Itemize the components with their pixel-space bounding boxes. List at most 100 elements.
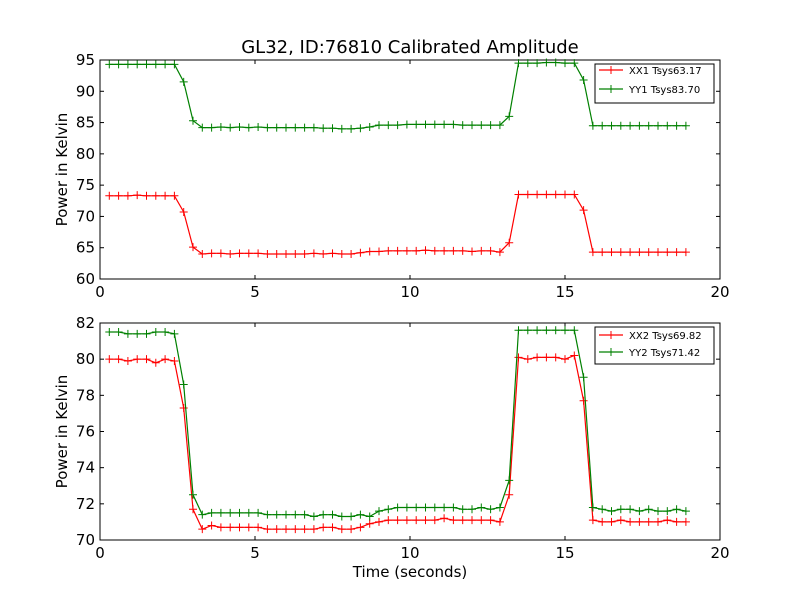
data-point <box>347 124 356 133</box>
data-point <box>681 248 690 257</box>
y-tick-label: 72 <box>76 495 95 513</box>
data-point <box>477 121 486 130</box>
data-point <box>226 249 235 258</box>
data-point <box>551 326 560 335</box>
data-point <box>402 246 411 255</box>
data-point <box>440 246 449 255</box>
data-point <box>654 248 662 257</box>
data-point <box>189 490 197 499</box>
data-point <box>235 523 244 532</box>
data-point <box>477 503 486 512</box>
data-point <box>319 249 328 258</box>
data-point <box>161 328 170 337</box>
data-point <box>588 503 597 512</box>
data-point <box>356 248 365 257</box>
data-point <box>607 507 616 516</box>
data-point <box>105 60 114 69</box>
data-point <box>375 247 383 256</box>
data-point <box>598 517 607 526</box>
data-point <box>402 120 411 129</box>
data-point <box>114 355 123 364</box>
data-point <box>151 328 160 337</box>
data-point <box>216 508 225 517</box>
data-point <box>179 380 188 389</box>
data-point <box>105 328 114 337</box>
legend-entry-label: XX1 Tsys63.17 <box>629 66 702 77</box>
data-point <box>216 122 225 131</box>
data-point <box>189 243 197 252</box>
data-point <box>663 516 672 525</box>
data-point <box>254 523 263 532</box>
data-point <box>468 121 476 130</box>
y-tick-label: 80 <box>76 145 95 163</box>
data-point <box>514 326 523 335</box>
data-point <box>561 326 569 335</box>
x-tick-label: 10 <box>400 544 419 562</box>
data-point <box>375 121 383 130</box>
data-point <box>607 121 616 130</box>
data-point <box>161 60 170 69</box>
data-point <box>495 121 504 130</box>
data-point <box>477 246 486 255</box>
data-point <box>542 326 551 335</box>
data-point <box>207 521 216 530</box>
data-point <box>570 190 579 199</box>
subplot-1: 0 5 10 15 20 60 65 70 75 80 85 90 95 Power in Kelvin X… <box>53 51 730 301</box>
x-tick-label: 0 <box>95 283 105 301</box>
data-point <box>365 512 374 521</box>
data-point <box>579 396 588 405</box>
x-tick-label: 10 <box>400 283 419 301</box>
data-point <box>561 59 569 68</box>
data-point <box>384 121 393 130</box>
legend-swatch-marker <box>607 348 615 356</box>
data-point <box>588 248 597 257</box>
legend: XX1 Tsys63.17 YY1 Tsys83.70 <box>594 63 715 104</box>
data-point <box>458 121 467 130</box>
data-point <box>663 507 672 516</box>
data-point <box>486 516 495 525</box>
y-tick-label: 78 <box>76 386 95 404</box>
subplot-2: 0 5 10 15 20 70 72 74 76 78 80 82 Power in Kelvin XX2… <box>53 314 730 562</box>
data-point <box>179 208 188 217</box>
data-point <box>663 248 672 257</box>
data-point <box>626 505 635 514</box>
data-point <box>681 507 690 516</box>
data-point <box>198 525 207 534</box>
data-point <box>300 123 309 132</box>
data-point <box>189 116 197 125</box>
data-point <box>347 249 356 258</box>
y-tick-label: 76 <box>76 423 95 441</box>
data-point <box>551 353 560 362</box>
data-point <box>505 490 514 499</box>
data-point <box>551 58 560 67</box>
data-point <box>328 124 337 133</box>
data-point <box>151 60 160 69</box>
data-point <box>654 121 662 130</box>
figure-title: GL32, ID:76810 Calibrated Amplitude <box>241 37 579 58</box>
data-point <box>551 190 560 199</box>
data-point <box>635 248 644 257</box>
x-tick-label: 0 <box>95 544 105 562</box>
data-point <box>588 121 597 130</box>
x-tick-label: 20 <box>710 283 729 301</box>
data-point <box>654 507 662 516</box>
data-point <box>291 123 300 132</box>
y-tick-label: 95 <box>76 51 95 69</box>
data-point <box>328 510 337 519</box>
data-point <box>523 59 532 68</box>
data-point <box>542 353 551 362</box>
data-point <box>337 249 346 258</box>
data-point <box>430 503 439 512</box>
data-point <box>226 523 235 532</box>
data-point <box>523 326 532 335</box>
data-point <box>635 517 644 526</box>
y-axis-label: Power in Kelvin <box>53 113 71 227</box>
y-tick-label: 70 <box>76 207 95 225</box>
data-point <box>300 510 309 519</box>
data-point <box>598 248 607 257</box>
data-point <box>170 329 179 338</box>
data-point <box>402 516 411 525</box>
data-point <box>347 512 356 521</box>
data-point <box>495 503 504 512</box>
data-point <box>440 120 449 129</box>
